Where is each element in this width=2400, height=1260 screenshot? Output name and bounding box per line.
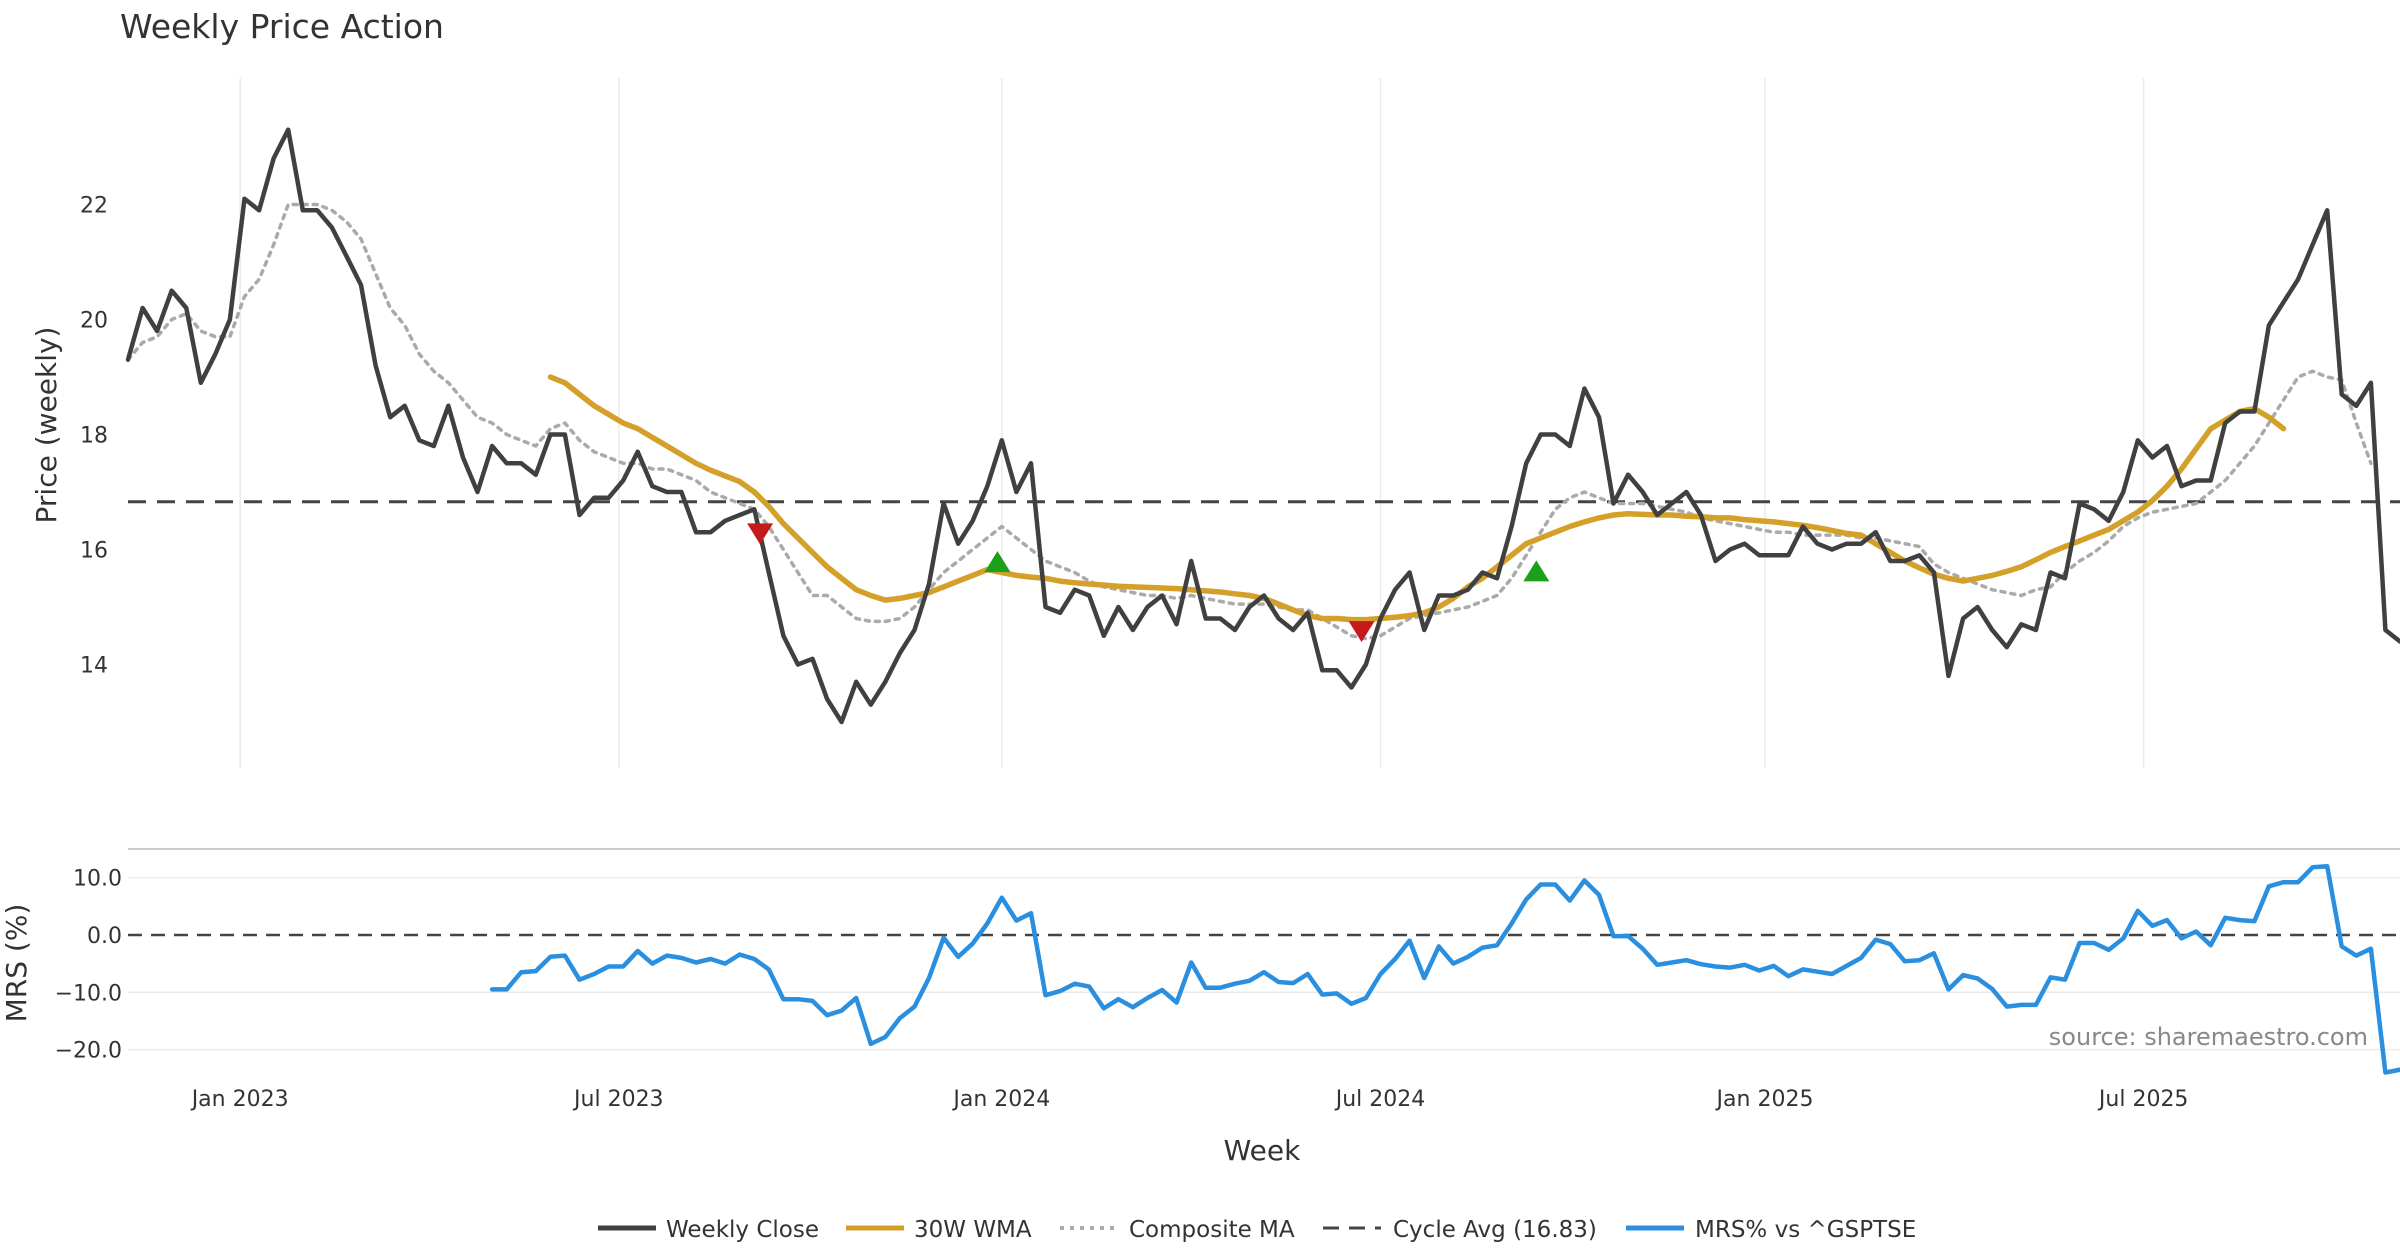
buy-signal-marker-1 bbox=[1523, 560, 1550, 582]
x-tick-1: Jul 2023 bbox=[572, 1087, 664, 1112]
wma-30w-line bbox=[547, 374, 2287, 623]
sell-signal-marker-0 bbox=[747, 523, 774, 545]
legend-30w-wma: 30W WMA bbox=[914, 1217, 1032, 1243]
mrs-y-tick-0: 10.0 bbox=[73, 867, 122, 892]
price-y-tick-1: 16 bbox=[80, 539, 108, 564]
mrs-y-tick-1: 0.0 bbox=[87, 924, 122, 949]
signal-markers bbox=[747, 523, 1550, 643]
price-y-tick-0: 14 bbox=[80, 654, 108, 679]
mrs-y-tick-3: −20.0 bbox=[55, 1039, 122, 1064]
mrs-y-tick-2: −10.0 bbox=[55, 981, 122, 1006]
x-axis-ticks: Jan 2023 Jul 2023 Jan 2024 Jul 2024 Jan 2025… bbox=[190, 1087, 2189, 1112]
price-y-ticks: 14 16 18 20 22 bbox=[80, 194, 108, 679]
x-tick-0: Jan 2023 bbox=[190, 1087, 289, 1112]
x-tick-2: Jan 2024 bbox=[951, 1087, 1050, 1112]
price-panel: 14 16 18 20 22 Price (weekly) bbox=[30, 78, 2400, 768]
x-tick-3: Jul 2024 bbox=[1334, 1087, 1426, 1112]
x-tick-5: Jul 2025 bbox=[2097, 1087, 2189, 1112]
mrs-y-ticks: 10.0 0.0 −10.0 −20.0 bbox=[55, 867, 122, 1064]
mrs-y-label: MRS (%) bbox=[0, 904, 33, 1023]
price-y-tick-2: 18 bbox=[80, 424, 108, 449]
buy-signal-marker-0 bbox=[984, 551, 1011, 573]
legend-composite-ma: Composite MA bbox=[1129, 1217, 1295, 1243]
x-tick-4: Jan 2025 bbox=[1715, 1087, 1814, 1112]
mrs-series bbox=[489, 863, 2400, 1075]
legend-cycle-avg: Cycle Avg (16.83) bbox=[1393, 1217, 1597, 1243]
price-y-tick-4: 22 bbox=[80, 194, 108, 219]
sell-signal-marker-1 bbox=[1348, 621, 1375, 643]
chart-title: Weekly Price Action bbox=[120, 7, 444, 46]
legend-mrs: MRS% vs ^GSPTSE bbox=[1695, 1217, 1916, 1243]
price-gridlines bbox=[239, 78, 2145, 768]
x-axis-label: Week bbox=[1224, 1134, 1301, 1167]
legend-weekly-close: Weekly Close bbox=[666, 1217, 819, 1243]
price-y-tick-3: 20 bbox=[80, 309, 108, 334]
composite-ma-line bbox=[126, 202, 2373, 641]
source-label: source: sharemaestro.com bbox=[2049, 1023, 2368, 1051]
mrs-panel: 10.0 0.0 −10.0 −20.0 MRS (%) source: sharem… bbox=[0, 848, 2400, 1075]
price-series bbox=[125, 127, 2400, 725]
mrs-gridlines bbox=[128, 876, 2400, 1051]
legend: Weekly Close 30W WMA Composite MA Cycle … bbox=[598, 1217, 1916, 1243]
weekly-close-line bbox=[125, 127, 2400, 725]
price-y-label: Price (weekly) bbox=[30, 327, 63, 524]
mrs-line bbox=[489, 863, 2400, 1075]
